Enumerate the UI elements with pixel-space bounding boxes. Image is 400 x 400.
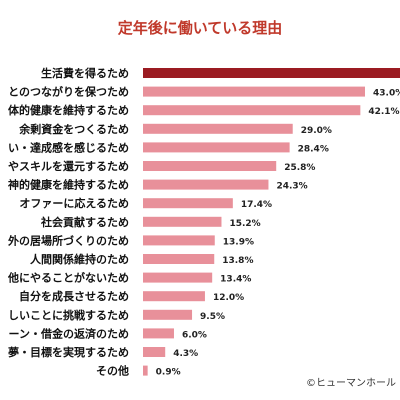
value-label: 9.5% (200, 312, 225, 322)
category-label: やスキルを還元するため (8, 159, 129, 173)
chart-credit: ©ヒューマンホール (306, 377, 396, 389)
bar (143, 179, 269, 190)
bar (143, 309, 193, 320)
value-label: 0.9% (156, 368, 181, 378)
bar (143, 86, 365, 97)
category-label: とのつながりを保つため (8, 85, 129, 99)
value-label: 13.8% (222, 256, 253, 266)
value-label: 25.8% (284, 163, 315, 173)
bar (143, 123, 293, 134)
bar (143, 272, 213, 283)
value-label: 15.2% (229, 219, 260, 229)
bar (143, 105, 361, 116)
category-label: 人間関係維持のため (30, 252, 129, 266)
bar (143, 142, 290, 153)
value-label: 42.1% (368, 107, 399, 117)
bar (143, 254, 215, 264)
bar (143, 198, 233, 209)
value-label: 17.4% (241, 200, 272, 210)
bar (143, 216, 222, 227)
category-label: 余剰資金をつくるため (18, 122, 129, 136)
category-label: 夢・目標を実現するため (8, 345, 129, 359)
bar (143, 365, 148, 376)
value-label: 13.4% (220, 275, 251, 285)
category-label: い・達成感を感じるため (8, 140, 129, 154)
value-label: 24.3% (276, 182, 307, 192)
value-label: 4.3% (173, 349, 198, 359)
value-labels: 43.0% 42.1% 29.0% 28.4% 25.8% 24.3% 17.4% 15.2%… (156, 89, 400, 378)
bar (143, 235, 215, 246)
category-label: 自分を成長させるため (19, 289, 129, 303)
category-label: 体的健康を維持するため (8, 103, 129, 117)
value-label: 13.9% (223, 237, 254, 247)
category-label: ーン・借金の返済のため (9, 326, 129, 340)
category-label: 他にやることがないため (7, 271, 129, 285)
category-label: その他 (96, 364, 129, 378)
category-label: オファーに応えるため (19, 196, 129, 210)
bar (143, 161, 277, 171)
category-labels: 生活費を得るためとのつながりを保つため体的健康を維持するため余剰資金をつくるため… (7, 66, 129, 378)
category-label: 生活費を得るため (41, 66, 129, 80)
bar (143, 291, 205, 302)
bar-highlight (143, 68, 400, 78)
bar (143, 328, 174, 339)
bar (143, 347, 166, 357)
category-label: 社会貢献するため (40, 215, 129, 229)
category-label: 外の居場所づくりのため (7, 233, 129, 247)
category-label: しいことに挑戦するため (8, 308, 129, 322)
value-label: 6.0% (182, 330, 207, 340)
bars (143, 68, 400, 376)
category-label: 神的健康を維持するため (8, 178, 129, 192)
value-label: 29.0% (301, 126, 332, 136)
value-label: 28.4% (298, 144, 329, 154)
chart-title: 定年後に働いている理由 (118, 19, 283, 37)
value-label: 12.0% (213, 293, 244, 303)
value-label: 43.0% (373, 89, 400, 99)
